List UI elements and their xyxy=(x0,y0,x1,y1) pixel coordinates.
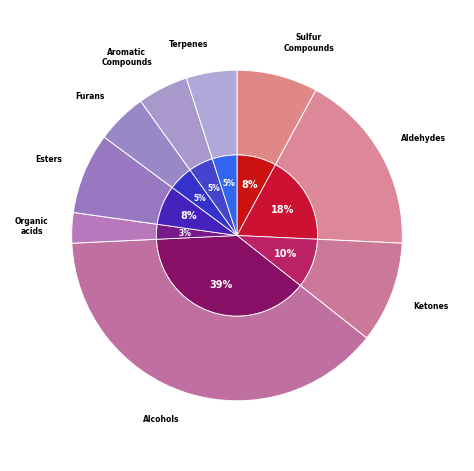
Text: 8%: 8% xyxy=(242,180,258,190)
Text: 18%: 18% xyxy=(271,205,294,215)
Wedge shape xyxy=(212,155,237,236)
Text: Furans: Furans xyxy=(75,92,105,101)
Wedge shape xyxy=(157,187,237,236)
Wedge shape xyxy=(73,137,172,224)
Text: Sulfur
Compounds: Sulfur Compounds xyxy=(283,33,334,53)
Wedge shape xyxy=(72,239,367,401)
Text: Organic
acids: Organic acids xyxy=(15,217,48,236)
Text: 10%: 10% xyxy=(274,249,298,259)
Wedge shape xyxy=(104,101,190,187)
Text: 39%: 39% xyxy=(210,280,233,290)
Circle shape xyxy=(71,69,403,402)
Wedge shape xyxy=(300,239,402,338)
Text: 3%: 3% xyxy=(178,228,191,237)
Wedge shape xyxy=(237,155,275,236)
Text: Alcohols: Alcohols xyxy=(143,415,179,424)
Wedge shape xyxy=(141,78,212,170)
Text: Ketones: Ketones xyxy=(414,301,449,310)
Text: 5%: 5% xyxy=(222,179,235,188)
Text: 5%: 5% xyxy=(194,194,207,203)
Wedge shape xyxy=(72,212,157,243)
Wedge shape xyxy=(186,70,237,159)
Wedge shape xyxy=(190,159,237,236)
Wedge shape xyxy=(237,236,318,285)
Text: Aldehydes: Aldehydes xyxy=(401,134,447,143)
Wedge shape xyxy=(275,90,402,243)
Text: 5%: 5% xyxy=(207,184,220,193)
Text: Esters: Esters xyxy=(36,155,63,164)
Wedge shape xyxy=(237,165,318,239)
Wedge shape xyxy=(237,70,316,165)
Text: 8%: 8% xyxy=(180,211,197,220)
Wedge shape xyxy=(156,236,300,316)
Text: Terpenes: Terpenes xyxy=(168,40,208,49)
Wedge shape xyxy=(156,224,237,239)
Text: Aromatic
Compounds: Aromatic Compounds xyxy=(101,48,152,67)
Wedge shape xyxy=(172,170,237,236)
